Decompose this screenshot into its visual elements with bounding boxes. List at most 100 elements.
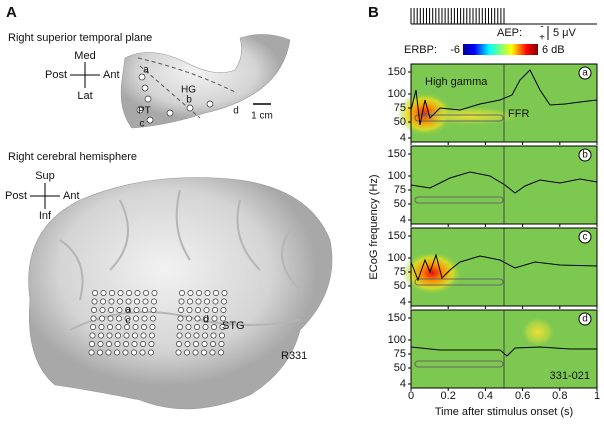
electrode bbox=[193, 341, 199, 347]
electrode bbox=[106, 332, 113, 339]
electrode bbox=[204, 298, 210, 305]
sulci bbox=[59, 189, 301, 331]
electrode bbox=[193, 332, 200, 339]
electrode bbox=[133, 315, 139, 322]
electrode bbox=[150, 307, 157, 313]
electrode bbox=[109, 290, 115, 296]
y-axis-label: ECoG frequency (Hz) bbox=[368, 174, 380, 279]
electrode bbox=[202, 324, 209, 330]
electrode bbox=[98, 324, 105, 330]
annotation: High gamma bbox=[425, 76, 488, 88]
electrode bbox=[177, 315, 184, 322]
y-tick-label: 150 bbox=[388, 230, 406, 242]
electrode bbox=[114, 349, 120, 356]
electrode bbox=[88, 349, 95, 356]
electrode bbox=[178, 298, 185, 305]
label: a bbox=[125, 305, 131, 316]
orientation: Med Lat Post Ant bbox=[45, 50, 120, 102]
label: 6 dB bbox=[542, 44, 565, 56]
label: a bbox=[143, 65, 149, 76]
electrode bbox=[151, 290, 158, 296]
y-tick-label: 100 bbox=[388, 170, 406, 182]
label: -6 bbox=[450, 44, 460, 56]
title: Right cerebral hemisphere bbox=[8, 151, 137, 163]
y-tick-label: 100 bbox=[388, 252, 406, 264]
electrode bbox=[123, 341, 129, 347]
electrode bbox=[141, 324, 147, 330]
electrode bbox=[143, 290, 149, 296]
electrode bbox=[116, 315, 122, 322]
electrode bbox=[194, 324, 200, 330]
electrode bbox=[131, 341, 138, 347]
electrode bbox=[105, 349, 112, 356]
label: d bbox=[233, 106, 239, 117]
panel-label: B bbox=[368, 4, 379, 21]
electrode bbox=[149, 332, 155, 339]
electrode bbox=[179, 290, 185, 296]
electrode bbox=[123, 332, 130, 339]
x-tick-label: 0.4 bbox=[478, 390, 493, 402]
electrode bbox=[220, 315, 226, 322]
electrode bbox=[108, 307, 114, 313]
annotation: 331-021 bbox=[550, 370, 590, 382]
electrode bbox=[91, 298, 98, 305]
electrodes bbox=[136, 73, 214, 124]
tag-circle bbox=[578, 230, 592, 244]
electrode bbox=[185, 332, 191, 339]
label: Ant bbox=[63, 190, 80, 202]
electrode bbox=[186, 307, 193, 313]
electrode bbox=[177, 324, 183, 330]
label: Lat bbox=[77, 90, 92, 102]
electrode bbox=[151, 298, 157, 305]
electrode bbox=[106, 341, 112, 347]
ffr-window bbox=[414, 114, 504, 122]
electrode bbox=[149, 324, 156, 330]
electrode bbox=[89, 341, 95, 347]
electrode bbox=[115, 324, 122, 330]
electrode bbox=[100, 298, 106, 305]
annotation: FFR bbox=[508, 108, 529, 120]
electrode bbox=[134, 290, 141, 296]
electrode bbox=[98, 332, 104, 339]
tag-circle bbox=[578, 148, 592, 162]
label: Ant bbox=[103, 69, 120, 81]
electrode bbox=[100, 290, 107, 296]
electrode bbox=[148, 341, 155, 347]
x-tick-label: 0 bbox=[408, 390, 414, 402]
electrode bbox=[201, 349, 207, 356]
x-tick-label: 0.2 bbox=[441, 390, 456, 402]
panel-frame bbox=[410, 145, 598, 225]
label: - bbox=[540, 22, 543, 33]
electrode bbox=[107, 324, 113, 330]
electrode bbox=[211, 324, 217, 330]
y-tick-label: 50 bbox=[394, 198, 406, 210]
electrode bbox=[114, 341, 121, 347]
electrode bbox=[194, 315, 201, 322]
electrode bbox=[91, 307, 97, 313]
electrode bbox=[139, 349, 146, 356]
electrode bbox=[142, 298, 149, 305]
electrode bbox=[212, 298, 219, 305]
panel-tag: b bbox=[582, 150, 588, 161]
power-blob bbox=[520, 316, 556, 348]
electrode bbox=[218, 349, 224, 356]
power-blob bbox=[402, 251, 462, 295]
label: Post bbox=[5, 190, 27, 202]
panel-frame bbox=[410, 309, 598, 389]
electrode bbox=[209, 349, 216, 356]
electrode bbox=[195, 307, 201, 313]
ffr-window bbox=[414, 360, 504, 368]
electrode bbox=[89, 332, 96, 339]
electrode bbox=[195, 298, 202, 305]
electrode bbox=[212, 307, 218, 313]
electrode bbox=[202, 332, 208, 339]
aep-trace bbox=[410, 346, 597, 357]
electrode bbox=[203, 315, 209, 322]
electrode bbox=[213, 290, 219, 296]
y-tick-label: 50 bbox=[394, 362, 406, 374]
label: STG bbox=[222, 320, 245, 332]
electrode bbox=[132, 332, 138, 339]
electrode bbox=[117, 298, 123, 305]
electrode bbox=[99, 315, 105, 322]
